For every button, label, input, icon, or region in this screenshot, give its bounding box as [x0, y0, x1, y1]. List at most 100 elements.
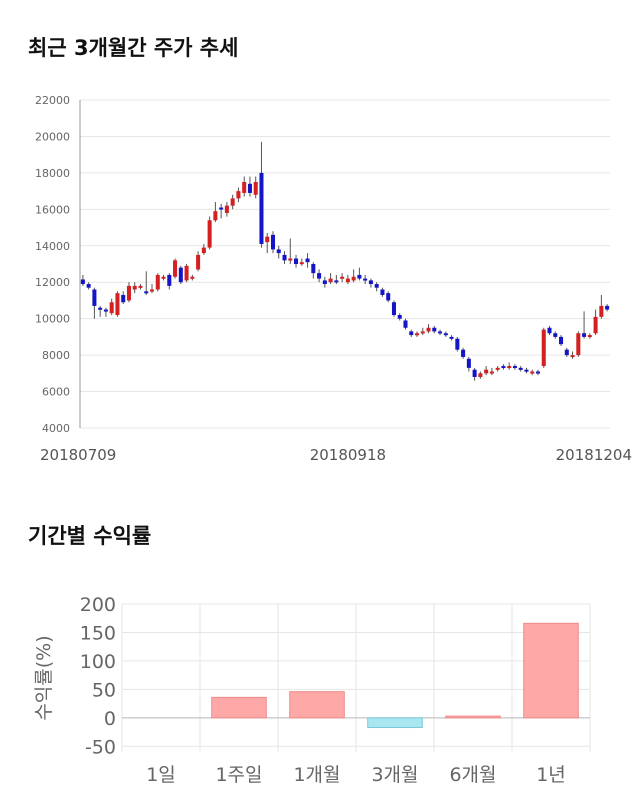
y-tick-label: 16000: [35, 203, 70, 216]
candle-body: [242, 182, 247, 193]
candle-body: [86, 284, 91, 288]
candle-body: [426, 327, 431, 332]
candle-body: [322, 280, 327, 285]
candle-body: [455, 338, 460, 350]
candle-body: [224, 205, 229, 213]
candle-body: [184, 265, 189, 281]
y-tick-label: 0: [104, 708, 116, 730]
candle-body: [507, 366, 512, 369]
candle-body: [564, 349, 569, 356]
candle-body: [103, 309, 108, 312]
candle-body: [518, 367, 523, 370]
candle-body: [409, 331, 414, 336]
candle-body: [391, 302, 396, 316]
candle-body: [472, 369, 477, 377]
candle-body: [80, 279, 85, 285]
x-tick-label: 20181204: [556, 446, 632, 464]
candle-body: [132, 285, 137, 290]
candle-body: [478, 373, 483, 377]
candle-body: [443, 333, 448, 336]
candle-body: [196, 254, 201, 270]
y-tick-label: 6000: [42, 386, 70, 399]
candle-body: [403, 320, 408, 328]
candle-body: [587, 335, 592, 338]
candle-body: [495, 367, 500, 370]
candle-body: [173, 260, 178, 277]
candle-body: [109, 302, 114, 314]
x-tick-label: 3개월: [371, 764, 418, 786]
candle-body: [247, 183, 252, 193]
candle-body: [374, 284, 379, 288]
candle-body: [420, 331, 425, 334]
candle-body: [236, 191, 241, 199]
candle-body: [547, 327, 552, 334]
x-tick-label: 6개월: [449, 764, 496, 786]
candle-body: [449, 336, 454, 339]
candle-body: [178, 267, 183, 283]
candle-body: [593, 316, 598, 334]
candle-body: [466, 358, 471, 368]
candle-body: [432, 327, 437, 332]
y-tick-label: 8000: [42, 349, 70, 362]
x-tick-label: 20180918: [310, 446, 386, 464]
candle-body: [334, 280, 339, 283]
candle-body: [138, 285, 143, 288]
candle-body: [270, 234, 276, 250]
y-tick-label: 20000: [35, 130, 70, 143]
candle-body: [201, 247, 206, 254]
x-tick-label: 1년: [536, 764, 566, 786]
candle-body: [576, 333, 581, 356]
return-bar: [211, 696, 267, 719]
candle-body: [461, 349, 466, 357]
candle-body: [317, 273, 322, 279]
price-trend-title: 최근 3개월간 주가 추세: [28, 36, 239, 60]
y-tick-label: 10000: [35, 313, 70, 326]
candle-body: [144, 291, 149, 294]
candle-body: [363, 278, 368, 281]
candle-body: [299, 262, 304, 265]
return-bar: [367, 717, 423, 729]
return-bar: [523, 622, 579, 719]
candle-body: [438, 331, 443, 334]
candle-body: [605, 305, 610, 310]
returns-title: 기간별 수익률: [28, 524, 152, 548]
y-tick-label: 22000: [35, 94, 70, 107]
candle-body: [582, 333, 587, 337]
candle-body: [155, 274, 160, 290]
candle-body: [259, 172, 264, 244]
candle-body: [351, 276, 356, 281]
candle-body: [380, 289, 385, 295]
candle-body: [414, 333, 420, 336]
y-tick-label: -50: [85, 736, 116, 758]
candle-body: [167, 274, 172, 286]
returns-bar-chart: -50 0 50 100 150 200 수익률(%) 1일 1주일 1개월 3개월 6개월 1년: [33, 594, 591, 786]
candle-body: [294, 258, 299, 264]
y-tick-label: 100: [80, 651, 116, 673]
x-tick-label: 20180709: [40, 446, 116, 464]
candlestick-chart: 4000 6000 8000 10000 12000 14000 16000 18000 200…: [35, 94, 632, 464]
candle-body: [190, 276, 195, 279]
candle-body: [386, 293, 391, 301]
candle-body: [207, 220, 212, 248]
candle-body: [397, 315, 402, 319]
y-tick-label: 50: [92, 679, 116, 701]
y-axis-label: 수익률(%): [33, 635, 55, 720]
candle-body: [230, 198, 235, 206]
candle-body: [149, 289, 155, 292]
candle-body: [253, 182, 258, 195]
candle-body: [305, 258, 310, 263]
candle-body: [489, 371, 494, 374]
candle-body: [115, 293, 120, 316]
candle-body: [126, 285, 131, 301]
y-tick-label: 4000: [42, 422, 70, 435]
candle-body: [501, 366, 506, 369]
y-tick-label: 14000: [35, 240, 70, 253]
y-tick-label: 12000: [35, 276, 70, 289]
candle-body: [213, 211, 218, 221]
return-bar: [289, 691, 345, 719]
candle-body: [98, 307, 103, 310]
candle-body: [484, 369, 489, 374]
candle-body: [524, 369, 529, 372]
candle-body: [345, 278, 350, 283]
candle-body: [599, 305, 604, 317]
